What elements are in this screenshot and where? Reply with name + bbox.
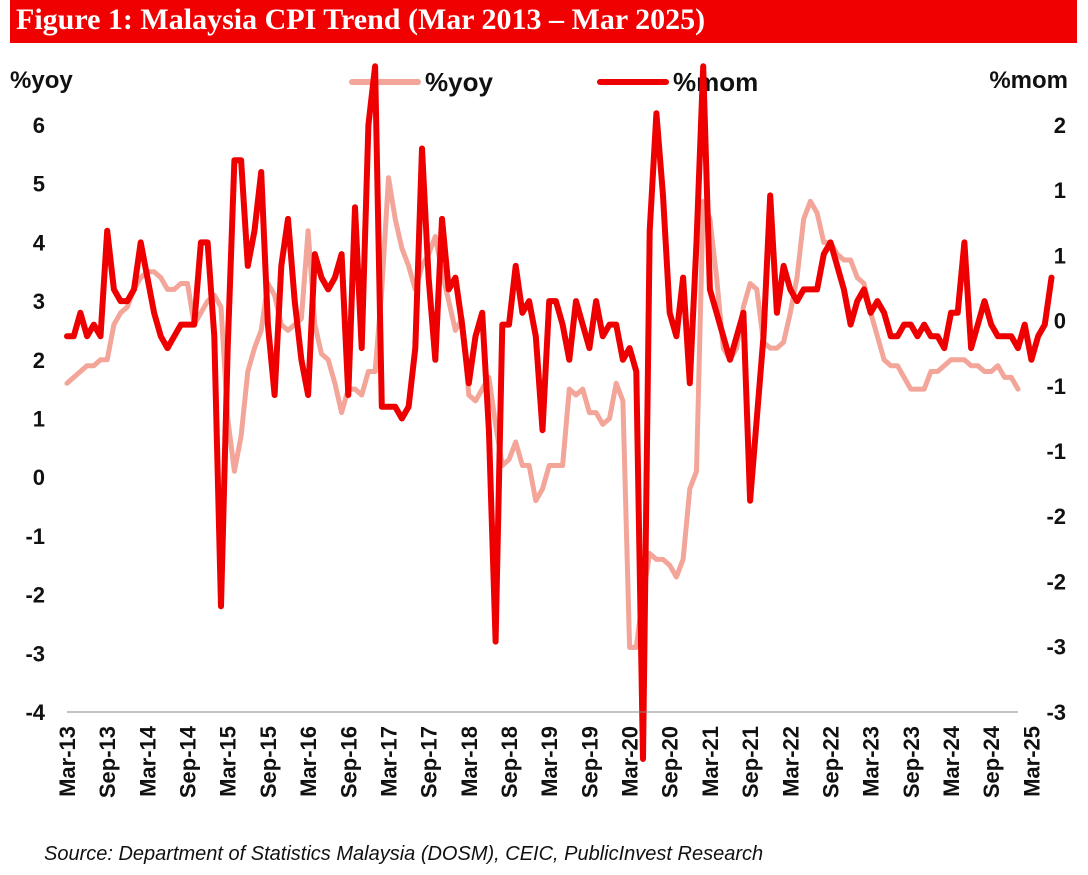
left-tick-label: 1	[33, 407, 45, 432]
right-tick-label: 1	[1054, 178, 1066, 203]
x-tick-label: Mar-18	[457, 726, 482, 797]
x-tick-label: Sep-15	[256, 726, 281, 798]
x-tick-label: Sep-24	[979, 725, 1004, 798]
x-tick-label: Mar-21	[698, 726, 723, 797]
x-tick-label: Mar-16	[296, 726, 321, 797]
left-tick-label: 6	[33, 113, 45, 138]
right-tick-label: -2	[1046, 504, 1066, 529]
right-tick-label: -2	[1046, 569, 1066, 594]
right-tick-label: -1	[1046, 374, 1066, 399]
x-tick-label: Mar-22	[778, 726, 803, 797]
right-tick-label: 1	[1054, 243, 1066, 268]
left-tick-label: -1	[25, 524, 45, 549]
legend-label-yoy: %yoy	[425, 67, 493, 97]
left-tick-label: -3	[25, 641, 45, 666]
series-line-mom	[64, 63, 1055, 762]
x-tick-label: Sep-19	[577, 726, 602, 798]
left-tick-label: 5	[33, 172, 45, 197]
left-tick-label: 4	[33, 230, 46, 255]
source-note: Source: Department of Statistics Malaysi…	[44, 843, 764, 865]
x-tick-label: Sep-23	[899, 726, 924, 798]
legend-label-mom: %mom	[673, 67, 758, 97]
right-tick-label: 2	[1054, 113, 1066, 138]
left-tick-label: 0	[33, 465, 45, 490]
x-tick-label: Sep-20	[658, 726, 683, 798]
x-tick-label: Mar-20	[618, 726, 643, 797]
left-tick-label: -2	[25, 583, 45, 608]
x-tick-label: Sep-17	[417, 726, 442, 798]
chart-title: Figure 1: Malaysia CPI Trend (Mar 2013 –…	[10, 0, 1077, 43]
x-tick-label: Mar-23	[859, 726, 884, 797]
x-tick-label: Sep-18	[497, 726, 522, 798]
cpi-line-chart: %yoy 6 5 4 3 2 1 0 -1 -2 -3 -4 %mom 2 1 1 0 -1 -1 -2 -2 -3 -3%…	[10, 63, 1068, 798]
left-tick-label: -4	[25, 700, 45, 725]
x-tick-label: Mar-24	[939, 725, 964, 797]
right-tick-label: -1	[1046, 439, 1066, 464]
x-tick-label: Mar-15	[216, 726, 241, 797]
x-tick-label: Sep-22	[819, 726, 844, 798]
left-axis-label: %yoy	[10, 67, 73, 94]
x-tick-label: Sep-13	[95, 726, 120, 798]
x-tick-label: Mar-13	[55, 726, 80, 797]
x-tick-label: Sep-14	[176, 725, 201, 798]
x-tick-label: Mar-14	[135, 725, 160, 797]
right-tick-label: 0	[1054, 309, 1066, 334]
x-tick-label: Sep-21	[738, 726, 763, 798]
x-tick-label: Sep-16	[336, 726, 361, 798]
right-tick-label: -3	[1046, 635, 1066, 660]
left-tick-label: 3	[33, 289, 45, 314]
right-tick-label: -3	[1046, 700, 1066, 725]
x-tick-label: Mar-17	[377, 726, 402, 797]
right-axis-label: %mom	[989, 67, 1068, 94]
x-tick-label: Mar-25	[1019, 726, 1044, 797]
left-tick-label: 2	[33, 348, 45, 373]
x-tick-label: Mar-19	[537, 726, 562, 797]
